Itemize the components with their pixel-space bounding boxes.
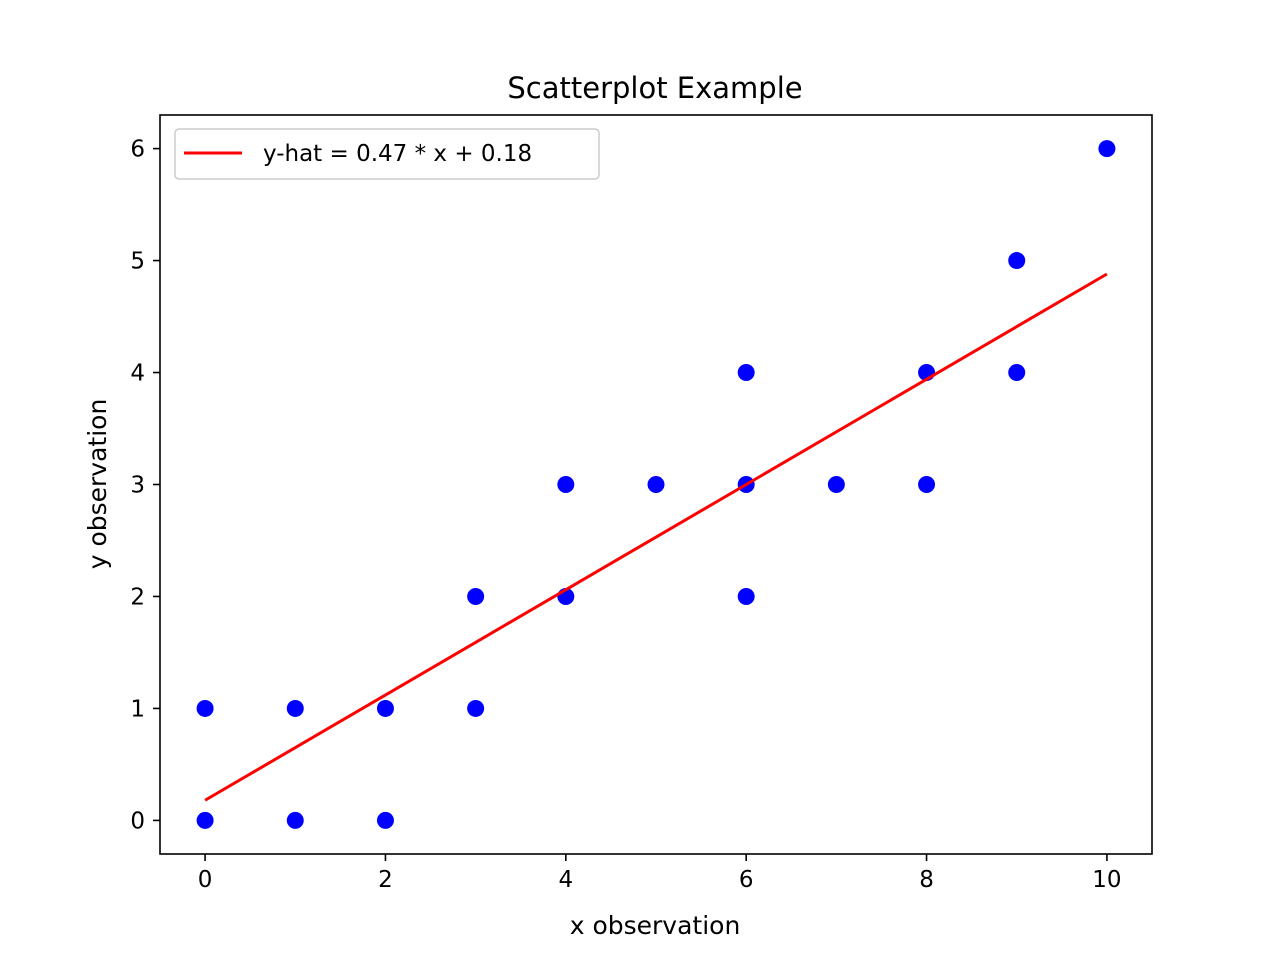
data-point-18 bbox=[1008, 252, 1026, 270]
data-point-15 bbox=[918, 476, 936, 493]
data-point-0 bbox=[196, 811, 214, 829]
data-point-3 bbox=[286, 699, 304, 717]
y-tick-label-3: 3 bbox=[130, 473, 145, 499]
x-tick-label-5: 10 bbox=[1092, 867, 1121, 893]
data-point-19 bbox=[1098, 140, 1116, 158]
x-tick-label-4: 8 bbox=[919, 867, 934, 893]
y-tick-label-5: 5 bbox=[130, 249, 145, 275]
chart-title: Scatterplot Example bbox=[507, 71, 802, 105]
x-tick-label-0: 0 bbox=[198, 867, 213, 893]
data-point-5 bbox=[376, 699, 394, 717]
data-point-10 bbox=[647, 476, 665, 493]
legend: y-hat = 0.47 * x + 0.18 bbox=[174, 128, 600, 180]
x-tick-label-1: 2 bbox=[378, 867, 393, 893]
y-tick-label-2: 2 bbox=[130, 584, 145, 610]
data-point-14 bbox=[827, 476, 845, 493]
data-point-11 bbox=[737, 587, 755, 605]
x-tick-label-2: 4 bbox=[558, 867, 573, 893]
data-point-6 bbox=[467, 699, 485, 717]
data-point-2 bbox=[286, 811, 304, 829]
legend-box bbox=[174, 128, 600, 180]
data-point-17 bbox=[1008, 364, 1026, 382]
legend-entry-label: y-hat = 0.47 * x + 0.18 bbox=[263, 141, 532, 167]
y-tick-label-4: 4 bbox=[130, 361, 145, 387]
y-axis-label: y observation bbox=[83, 399, 112, 570]
data-point-1 bbox=[196, 699, 214, 717]
x-axis-label: x observation bbox=[570, 911, 741, 940]
x-tick-label-3: 6 bbox=[739, 867, 754, 893]
data-point-9 bbox=[557, 476, 575, 493]
y-tick-label-6: 6 bbox=[130, 137, 145, 163]
data-point-7 bbox=[467, 587, 485, 605]
regression-line bbox=[204, 272, 1108, 802]
data-point-13 bbox=[737, 364, 755, 382]
data-point-4 bbox=[376, 811, 394, 829]
y-tick-label-0: 0 bbox=[130, 808, 145, 834]
y-tick-label-1: 1 bbox=[130, 696, 145, 722]
